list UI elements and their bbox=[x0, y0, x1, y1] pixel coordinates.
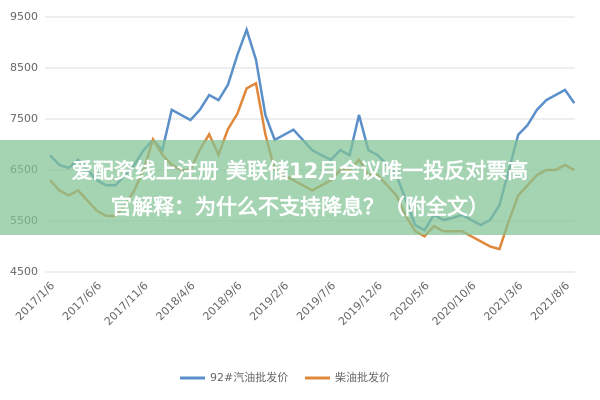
y-tick-label: 4500 bbox=[10, 265, 38, 278]
y-tick-label: 7500 bbox=[10, 112, 38, 125]
x-tick-label: 2018/9/6 bbox=[200, 279, 244, 323]
x-tick-label: 2017/11/6 bbox=[102, 279, 151, 328]
x-tick-label: 2019/12/6 bbox=[336, 279, 385, 328]
x-tick-label: 2020/10/6 bbox=[430, 279, 479, 328]
banner-bg bbox=[0, 140, 600, 235]
banner-line: 官解释：为什么不支持降息？（附全文） bbox=[111, 195, 489, 219]
x-tick-label: 2021/8/6 bbox=[528, 279, 572, 323]
y-tick-label: 9500 bbox=[10, 10, 38, 23]
x-tick-label: 2019/7/6 bbox=[294, 279, 338, 323]
x-tick-label: 2020/5/6 bbox=[388, 279, 432, 323]
x-tick-label: 2018/4/6 bbox=[154, 279, 198, 323]
legend-label: 92#汽油批发价 bbox=[210, 370, 288, 384]
legend-label: 柴油批发价 bbox=[335, 370, 390, 384]
x-tick-label: 2019/2/6 bbox=[247, 279, 291, 323]
x-tick-label: 2017/6/6 bbox=[60, 279, 104, 323]
banner-line: 爱配资线上注册 美联储12月会议唯一投反对票高 bbox=[72, 159, 529, 183]
y-tick-label: 8500 bbox=[10, 61, 38, 74]
x-tick-label: 2017/1/6 bbox=[13, 279, 57, 323]
x-tick-label: 2021/3/6 bbox=[481, 279, 525, 323]
